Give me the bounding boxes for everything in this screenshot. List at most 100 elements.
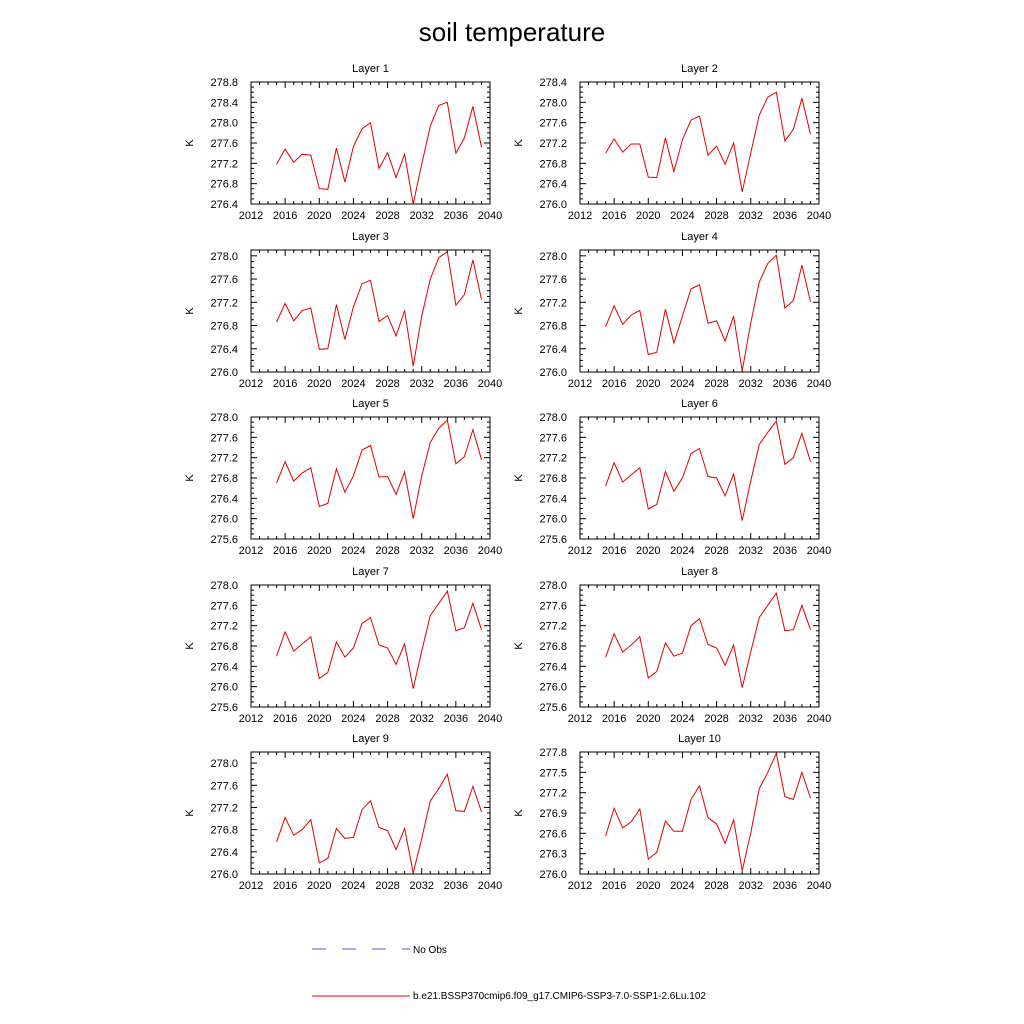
y-tick-label: 277.2 bbox=[210, 621, 238, 633]
y-tick-label: 278.0 bbox=[210, 580, 238, 592]
x-tick-label: 2028 bbox=[704, 378, 728, 390]
plot-frame bbox=[579, 81, 820, 205]
y-tick-label: 276.0 bbox=[210, 367, 238, 379]
y-tick-label: 277.6 bbox=[210, 138, 238, 150]
y-axis-label: K bbox=[184, 809, 196, 817]
y-tick-label: 276.8 bbox=[210, 825, 238, 837]
x-tick-label: 2012 bbox=[239, 378, 263, 390]
panel-layer-10: Layer 10 K 2012 2016 2020 2024 2028 2032 2036 204… bbox=[513, 733, 831, 892]
y-tick-label: 276.8 bbox=[210, 641, 238, 653]
x-tick-label: 2024 bbox=[341, 713, 365, 725]
x-tick-label: 2024 bbox=[341, 545, 365, 557]
y-axis-label: K bbox=[513, 809, 525, 817]
x-tick-label: 2040 bbox=[807, 545, 831, 557]
panel-layer-2: Layer 2 K 2012 2016 2020 2024 2028 2032 2036 2040… bbox=[513, 63, 831, 222]
x-tick-label: 2020 bbox=[307, 210, 331, 222]
y-tick-label: 277.2 bbox=[210, 453, 238, 465]
x-tick-label: 2012 bbox=[239, 880, 263, 892]
y-tick-label: 278.0 bbox=[539, 97, 567, 109]
x-tick-label: 2020 bbox=[636, 378, 660, 390]
x-tick-label: 2036 bbox=[773, 713, 797, 725]
x-tick-label: 2028 bbox=[704, 880, 728, 892]
y-tick-label: 277.2 bbox=[210, 297, 238, 309]
x-tick-label: 2024 bbox=[670, 210, 694, 222]
y-tick-label: 278.0 bbox=[210, 118, 238, 130]
panel-title: Layer 5 bbox=[352, 398, 389, 410]
x-tick-label: 2032 bbox=[409, 210, 433, 222]
x-tick-label: 2020 bbox=[307, 880, 331, 892]
page-title: soil temperature bbox=[419, 17, 605, 47]
x-tick-label: 2040 bbox=[478, 713, 502, 725]
x-tick-label: 2036 bbox=[773, 378, 797, 390]
x-tick-label: 2032 bbox=[738, 713, 762, 725]
x-tick-label: 2012 bbox=[568, 378, 592, 390]
series-line bbox=[276, 250, 482, 367]
y-tick-label: 277.2 bbox=[539, 621, 567, 633]
y-tick-label: 278.0 bbox=[539, 580, 567, 592]
panel-title: Layer 9 bbox=[352, 733, 389, 745]
y-tick-label: 277.2 bbox=[539, 297, 567, 309]
chart-panels: Layer 1 K 2012 2016 2020 2024 2028 2032 2036 2040… bbox=[184, 63, 831, 892]
y-tick-label: 275.6 bbox=[210, 702, 238, 714]
y-tick-label: 276.4 bbox=[210, 199, 238, 211]
series-line bbox=[276, 101, 482, 205]
panel-title: Layer 10 bbox=[678, 733, 721, 745]
y-tick-label: 277.6 bbox=[210, 600, 238, 612]
x-tick-label: 2040 bbox=[478, 378, 502, 390]
y-tick-label: 277.6 bbox=[539, 600, 567, 612]
x-tick-label: 2016 bbox=[273, 545, 297, 557]
x-tick-label: 2016 bbox=[602, 378, 626, 390]
x-tick-label: 2032 bbox=[409, 545, 433, 557]
series-line bbox=[276, 589, 482, 689]
x-tick-label: 2040 bbox=[807, 713, 831, 725]
x-tick-label: 2036 bbox=[773, 545, 797, 557]
y-tick-label: 276.0 bbox=[210, 869, 238, 881]
y-tick-label: 277.6 bbox=[210, 274, 238, 286]
x-tick-label: 2012 bbox=[239, 545, 263, 557]
x-tick-label: 2032 bbox=[738, 880, 762, 892]
x-tick-label: 2028 bbox=[375, 545, 399, 557]
plot-frame bbox=[250, 249, 491, 373]
x-tick-label: 2020 bbox=[636, 713, 660, 725]
series-line bbox=[276, 419, 482, 519]
y-tick-label: 277.6 bbox=[539, 432, 567, 444]
panel-title: Layer 3 bbox=[352, 231, 389, 243]
x-tick-label: 2016 bbox=[273, 378, 297, 390]
x-tick-label: 2024 bbox=[670, 378, 694, 390]
y-tick-label: 276.4 bbox=[210, 847, 238, 859]
y-tick-label: 276.4 bbox=[210, 493, 238, 505]
panel-layer-5: Layer 5 K 2012 2016 2020 2024 2028 2032 2036 2040… bbox=[184, 398, 502, 557]
y-axis-label: K bbox=[184, 474, 196, 482]
panel-layer-1: Layer 1 K 2012 2016 2020 2024 2028 2032 2036 2040… bbox=[184, 63, 502, 222]
plot-frame bbox=[579, 249, 820, 373]
x-tick-label: 2028 bbox=[375, 713, 399, 725]
panel-layer-6: Layer 6 K 2012 2016 2020 2024 2028 2032 2036 2040… bbox=[513, 398, 831, 557]
panel-title: Layer 6 bbox=[681, 398, 718, 410]
x-tick-label: 2040 bbox=[807, 210, 831, 222]
plot-frame bbox=[579, 416, 820, 540]
legend-run-label: b.e21.BSSP370cmip6.f09_g17.CMIP6-SSP3-7.… bbox=[413, 991, 706, 1002]
x-tick-label: 2024 bbox=[670, 713, 694, 725]
legend-no-obs-label: No Obs bbox=[413, 945, 447, 956]
panel-title: Layer 4 bbox=[681, 231, 718, 243]
series-line bbox=[605, 419, 811, 521]
x-tick-label: 2040 bbox=[478, 545, 502, 557]
x-tick-label: 2012 bbox=[568, 880, 592, 892]
y-tick-label: 276.0 bbox=[539, 682, 567, 694]
y-tick-label: 278.0 bbox=[210, 758, 238, 770]
x-tick-label: 2028 bbox=[704, 210, 728, 222]
panel-title: Layer 7 bbox=[352, 566, 389, 578]
x-tick-label: 2032 bbox=[738, 210, 762, 222]
y-tick-label: 278.0 bbox=[539, 251, 567, 263]
panel-title: Layer 1 bbox=[352, 63, 389, 75]
y-tick-label: 278.4 bbox=[210, 97, 238, 109]
y-tick-label: 278.4 bbox=[539, 77, 567, 89]
y-axis-label: K bbox=[513, 474, 525, 482]
x-tick-label: 2024 bbox=[670, 545, 694, 557]
plot-frame bbox=[579, 584, 820, 708]
x-tick-label: 2040 bbox=[807, 378, 831, 390]
plot-frame bbox=[250, 416, 491, 540]
x-tick-label: 2036 bbox=[444, 378, 468, 390]
x-tick-label: 2024 bbox=[341, 378, 365, 390]
